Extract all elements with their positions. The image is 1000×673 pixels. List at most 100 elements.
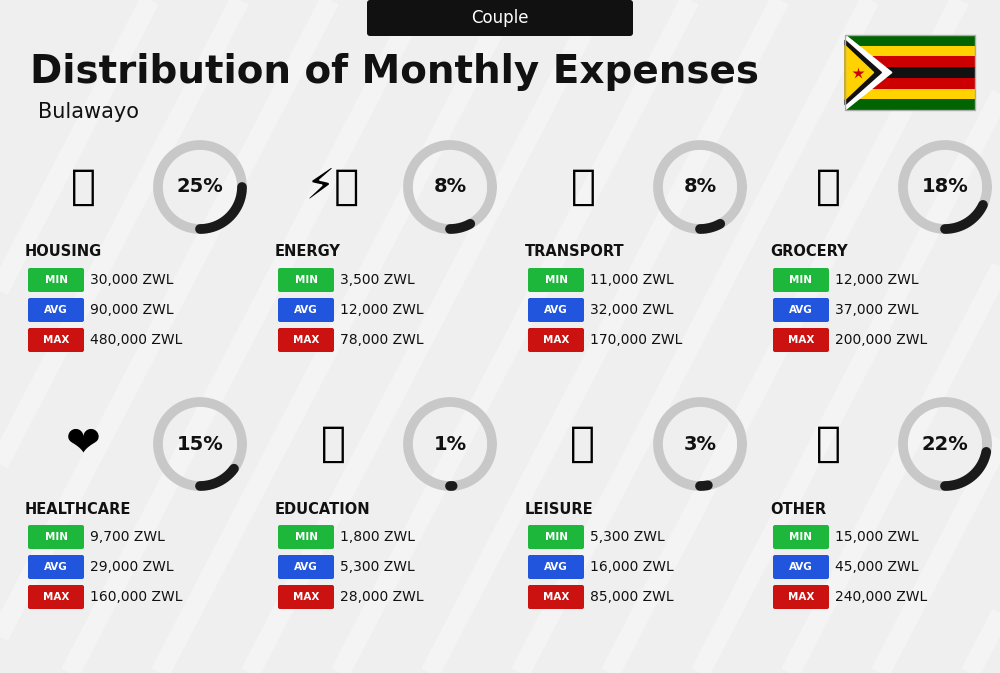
- Text: HOUSING: HOUSING: [25, 244, 102, 260]
- FancyBboxPatch shape: [528, 525, 584, 549]
- Text: MIN: MIN: [790, 532, 812, 542]
- Text: 85,000 ZWL: 85,000 ZWL: [590, 590, 674, 604]
- FancyBboxPatch shape: [278, 555, 334, 579]
- Text: 15%: 15%: [177, 435, 223, 454]
- FancyBboxPatch shape: [845, 57, 975, 67]
- FancyBboxPatch shape: [28, 298, 84, 322]
- FancyBboxPatch shape: [773, 525, 829, 549]
- Text: MAX: MAX: [43, 592, 69, 602]
- Text: 3%: 3%: [684, 435, 716, 454]
- Text: 22%: 22%: [922, 435, 968, 454]
- Text: 90,000 ZWL: 90,000 ZWL: [90, 303, 174, 317]
- FancyBboxPatch shape: [773, 328, 829, 352]
- Text: 🚌: 🚌: [570, 166, 596, 208]
- Text: 8%: 8%: [683, 178, 717, 197]
- Text: GROCERY: GROCERY: [770, 244, 848, 260]
- Text: MAX: MAX: [543, 335, 569, 345]
- Polygon shape: [845, 35, 892, 110]
- FancyBboxPatch shape: [528, 328, 584, 352]
- FancyBboxPatch shape: [845, 35, 975, 46]
- Text: 18%: 18%: [922, 178, 968, 197]
- FancyBboxPatch shape: [28, 328, 84, 352]
- Text: AVG: AVG: [294, 562, 318, 572]
- Text: 🏢: 🏢: [70, 166, 96, 208]
- Text: MAX: MAX: [293, 335, 319, 345]
- Text: 37,000 ZWL: 37,000 ZWL: [835, 303, 918, 317]
- Text: EDUCATION: EDUCATION: [275, 501, 371, 516]
- Text: 1%: 1%: [433, 435, 467, 454]
- FancyBboxPatch shape: [28, 268, 84, 292]
- Text: 12,000 ZWL: 12,000 ZWL: [340, 303, 424, 317]
- Text: 8%: 8%: [433, 178, 467, 197]
- Text: 30,000 ZWL: 30,000 ZWL: [90, 273, 174, 287]
- Text: 12,000 ZWL: 12,000 ZWL: [835, 273, 919, 287]
- FancyBboxPatch shape: [278, 585, 334, 609]
- FancyBboxPatch shape: [528, 585, 584, 609]
- FancyBboxPatch shape: [773, 585, 829, 609]
- Text: 3,500 ZWL: 3,500 ZWL: [340, 273, 415, 287]
- Text: 🎓: 🎓: [320, 423, 346, 465]
- Text: 1,800 ZWL: 1,800 ZWL: [340, 530, 415, 544]
- FancyBboxPatch shape: [278, 328, 334, 352]
- Text: AVG: AVG: [544, 562, 568, 572]
- FancyBboxPatch shape: [278, 298, 334, 322]
- Text: MIN: MIN: [294, 275, 318, 285]
- Text: OTHER: OTHER: [770, 501, 826, 516]
- Text: MAX: MAX: [788, 335, 814, 345]
- Text: LEISURE: LEISURE: [525, 501, 594, 516]
- Text: 480,000 ZWL: 480,000 ZWL: [90, 333, 182, 347]
- Text: 5,300 ZWL: 5,300 ZWL: [340, 560, 415, 574]
- FancyBboxPatch shape: [28, 585, 84, 609]
- FancyBboxPatch shape: [845, 78, 975, 89]
- FancyBboxPatch shape: [528, 555, 584, 579]
- Text: MIN: MIN: [544, 532, 568, 542]
- Polygon shape: [845, 40, 881, 105]
- FancyBboxPatch shape: [278, 525, 334, 549]
- Text: 5,300 ZWL: 5,300 ZWL: [590, 530, 665, 544]
- FancyBboxPatch shape: [773, 268, 829, 292]
- Polygon shape: [845, 46, 874, 100]
- Text: 240,000 ZWL: 240,000 ZWL: [835, 590, 927, 604]
- FancyBboxPatch shape: [278, 268, 334, 292]
- FancyBboxPatch shape: [773, 298, 829, 322]
- Text: TRANSPORT: TRANSPORT: [525, 244, 625, 260]
- Text: AVG: AVG: [44, 305, 68, 315]
- FancyBboxPatch shape: [528, 268, 584, 292]
- Text: AVG: AVG: [294, 305, 318, 315]
- Text: 9,700 ZWL: 9,700 ZWL: [90, 530, 165, 544]
- Text: 200,000 ZWL: 200,000 ZWL: [835, 333, 927, 347]
- Text: MIN: MIN: [790, 275, 812, 285]
- Text: MIN: MIN: [544, 275, 568, 285]
- FancyBboxPatch shape: [845, 46, 975, 57]
- FancyBboxPatch shape: [845, 89, 975, 100]
- FancyBboxPatch shape: [28, 555, 84, 579]
- Text: AVG: AVG: [544, 305, 568, 315]
- Text: 78,000 ZWL: 78,000 ZWL: [340, 333, 424, 347]
- Text: 16,000 ZWL: 16,000 ZWL: [590, 560, 674, 574]
- FancyBboxPatch shape: [845, 67, 975, 78]
- Text: 160,000 ZWL: 160,000 ZWL: [90, 590, 182, 604]
- Text: 🛍️: 🛍️: [570, 423, 596, 465]
- Text: ⚡🏠: ⚡🏠: [306, 166, 360, 208]
- Text: 29,000 ZWL: 29,000 ZWL: [90, 560, 174, 574]
- FancyBboxPatch shape: [528, 298, 584, 322]
- Text: Couple: Couple: [471, 9, 529, 27]
- Text: 🛒: 🛒: [816, 166, 840, 208]
- Text: MAX: MAX: [543, 592, 569, 602]
- Text: MAX: MAX: [788, 592, 814, 602]
- FancyBboxPatch shape: [28, 525, 84, 549]
- Text: 32,000 ZWL: 32,000 ZWL: [590, 303, 674, 317]
- FancyBboxPatch shape: [773, 555, 829, 579]
- Text: MIN: MIN: [44, 532, 68, 542]
- Text: ❤️: ❤️: [66, 423, 100, 465]
- Text: HEALTHCARE: HEALTHCARE: [25, 501, 131, 516]
- Text: 170,000 ZWL: 170,000 ZWL: [590, 333, 682, 347]
- Text: MAX: MAX: [43, 335, 69, 345]
- Text: MIN: MIN: [294, 532, 318, 542]
- FancyBboxPatch shape: [367, 0, 633, 36]
- Text: MIN: MIN: [44, 275, 68, 285]
- Text: 11,000 ZWL: 11,000 ZWL: [590, 273, 674, 287]
- Text: Bulawayo: Bulawayo: [38, 102, 139, 122]
- Text: 15,000 ZWL: 15,000 ZWL: [835, 530, 919, 544]
- Text: Distribution of Monthly Expenses: Distribution of Monthly Expenses: [30, 53, 759, 91]
